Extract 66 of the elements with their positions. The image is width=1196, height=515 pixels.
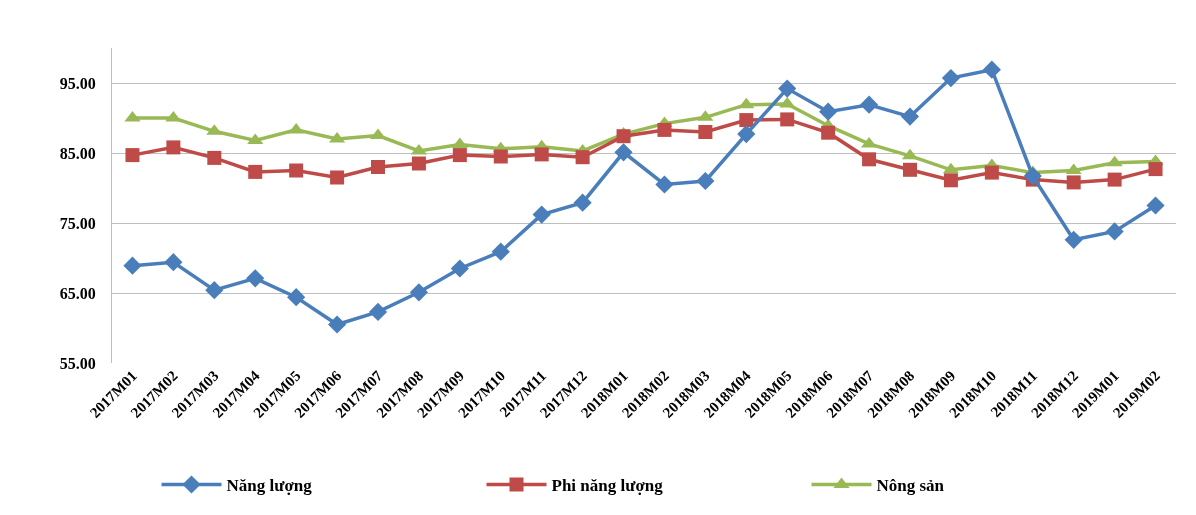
point	[575, 150, 590, 165]
point	[1023, 167, 1042, 186]
point	[778, 79, 797, 98]
point	[984, 165, 999, 180]
point	[371, 160, 385, 174]
point	[614, 143, 633, 162]
point	[982, 60, 1001, 79]
point	[410, 143, 427, 155]
point	[737, 125, 756, 144]
point	[205, 281, 224, 300]
point	[698, 125, 713, 139]
legend-label: Nông sản	[876, 476, 945, 496]
y-tick-label: 55.00	[59, 354, 96, 372]
point	[164, 253, 183, 272]
point	[1106, 155, 1123, 167]
point	[451, 137, 468, 149]
point	[452, 148, 467, 163]
point	[738, 97, 755, 109]
point	[327, 315, 347, 334]
point	[941, 69, 961, 88]
point	[821, 125, 836, 140]
point	[288, 122, 305, 134]
point	[289, 163, 304, 178]
y-tick-label: 85.00	[59, 144, 96, 162]
point	[532, 205, 551, 224]
point	[819, 102, 838, 121]
point	[330, 170, 345, 185]
point	[411, 156, 426, 171]
point	[655, 175, 674, 194]
point	[166, 140, 181, 155]
point	[657, 122, 672, 137]
point	[368, 302, 388, 321]
point	[616, 129, 631, 144]
point	[450, 259, 469, 278]
point	[1146, 196, 1165, 215]
point	[125, 148, 140, 163]
point	[493, 149, 508, 164]
point	[287, 288, 306, 307]
point	[1148, 162, 1163, 177]
point	[246, 269, 265, 288]
point	[943, 173, 958, 188]
y-tick-label: 75.00	[59, 214, 96, 232]
y-tick-label: 95.00	[59, 74, 96, 92]
point	[491, 242, 510, 261]
legend-label: Phi năng lượng	[551, 476, 664, 496]
point	[409, 283, 429, 302]
point	[534, 147, 549, 162]
point	[1066, 175, 1081, 190]
point	[1107, 172, 1122, 187]
point	[573, 193, 592, 212]
point	[859, 95, 879, 114]
point	[1105, 222, 1124, 241]
point	[900, 107, 920, 126]
point	[696, 171, 715, 191]
point	[780, 112, 795, 127]
point	[903, 162, 917, 177]
point	[862, 152, 877, 167]
point	[207, 150, 222, 165]
y-tick-label: 65.00	[59, 284, 96, 302]
point	[942, 162, 959, 174]
point	[248, 164, 263, 179]
point	[123, 256, 142, 275]
point	[739, 113, 754, 128]
point	[1064, 230, 1083, 249]
point	[861, 136, 878, 148]
legend-label: Năng lượng	[226, 476, 313, 496]
